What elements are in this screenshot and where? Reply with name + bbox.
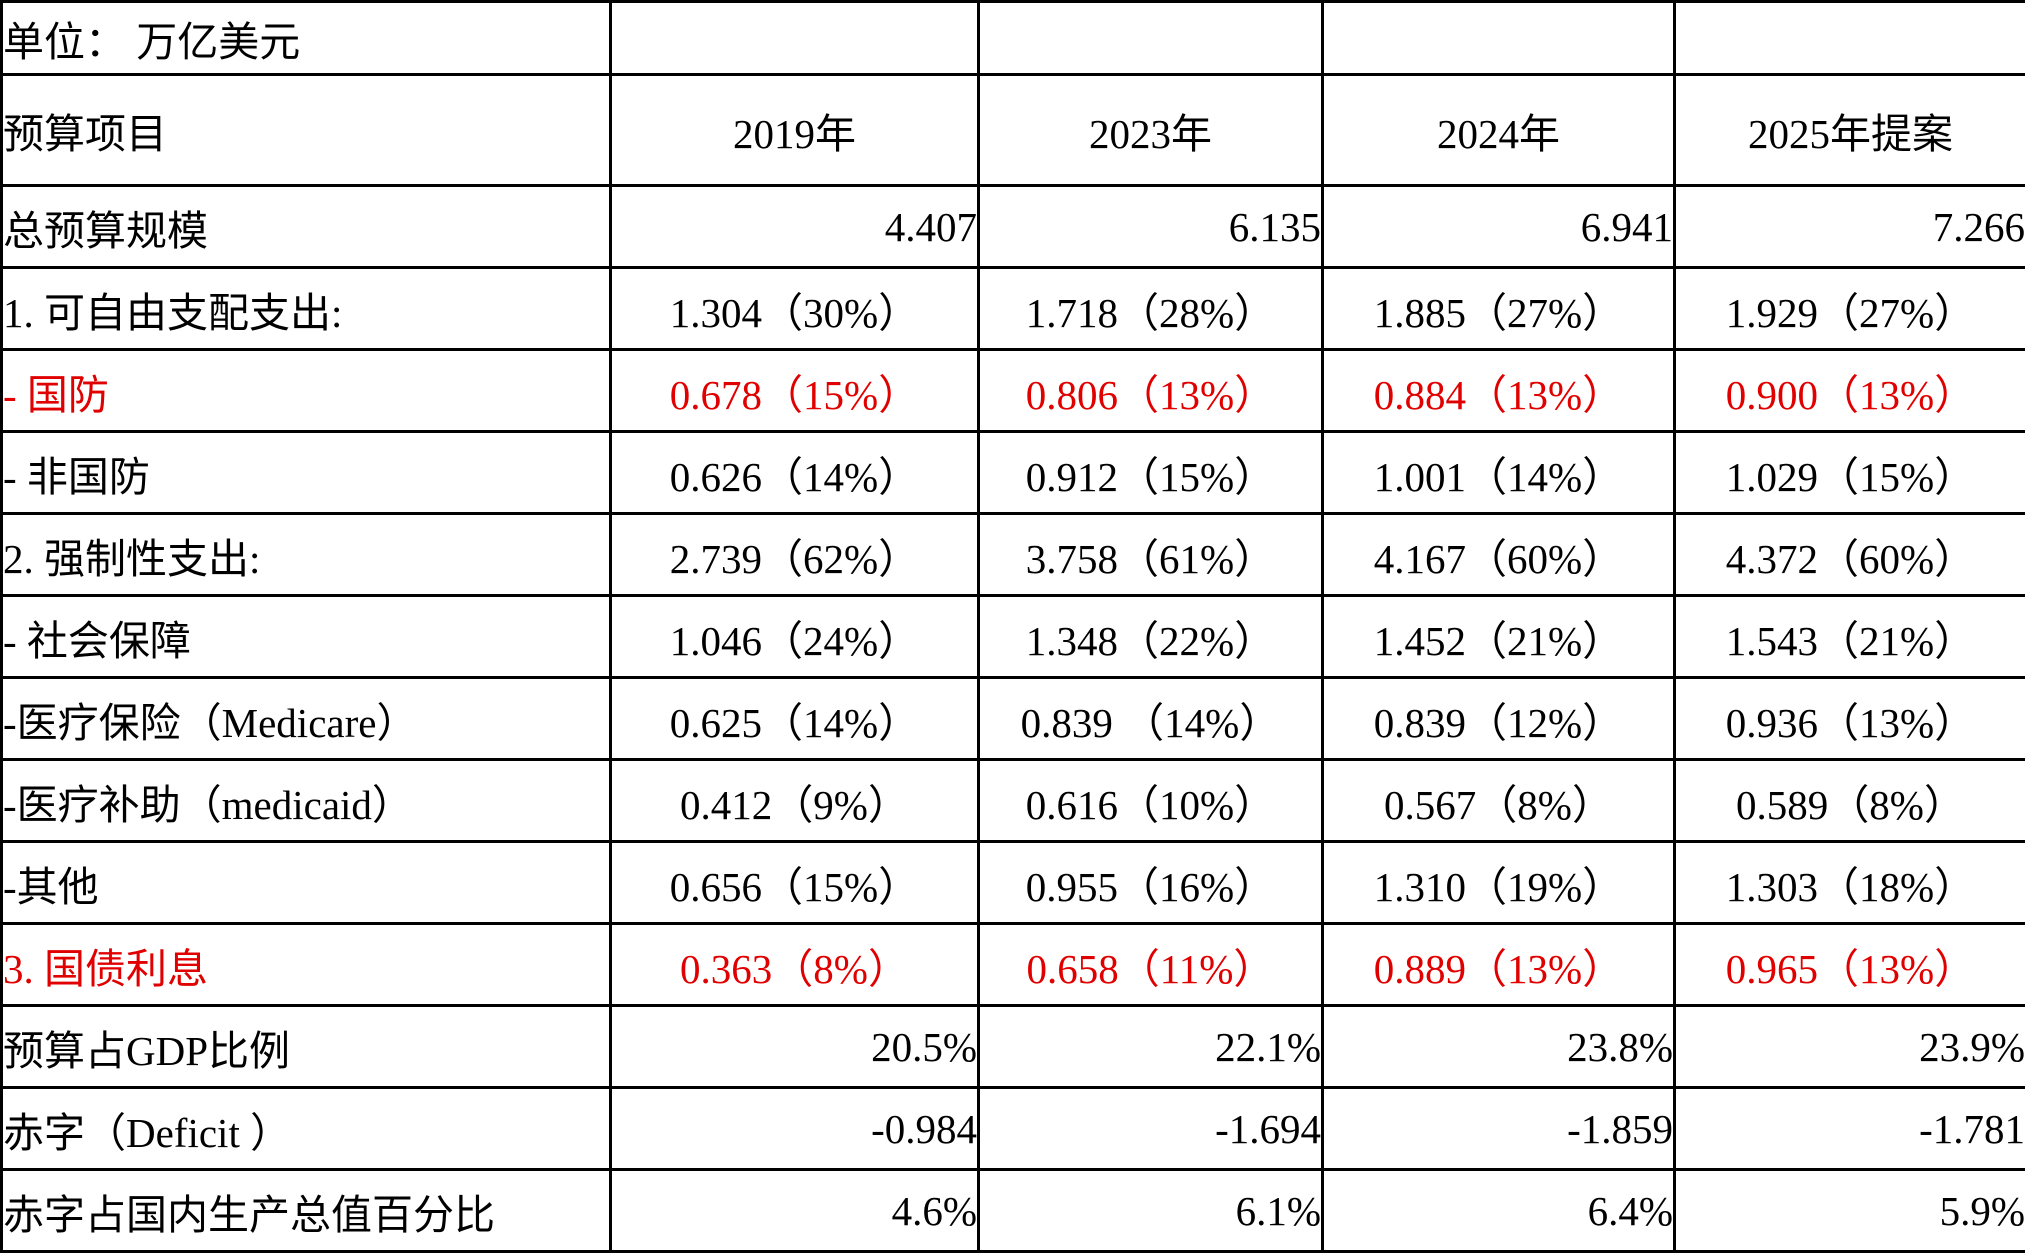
- value-cell: 0.936（13%）: [1675, 678, 2025, 760]
- table-row: 1. 可自由支配支出:1.304（30%）1.718（28%）1.885（27%…: [2, 268, 2025, 350]
- value-cell: 0.589（8%）: [1675, 760, 2025, 842]
- row-label: 赤字（Deficit ）: [2, 1088, 611, 1170]
- row-label: -其他: [2, 842, 611, 924]
- value-cell: 0.839（12%）: [1323, 678, 1675, 760]
- empty-cell: [1323, 2, 1675, 75]
- empty-cell: [979, 2, 1323, 75]
- value-cell: 0.625（14%）: [611, 678, 979, 760]
- value-cell: 1.029（15%）: [1675, 432, 2025, 514]
- value-cell: 1.310（19%）: [1323, 842, 1675, 924]
- value-cell: 1.304（30%）: [611, 268, 979, 350]
- value-cell: 4.407: [611, 186, 979, 268]
- value-cell: 20.5%: [611, 1006, 979, 1088]
- value-cell: -0.984: [611, 1088, 979, 1170]
- row-label: -医疗保险（Medicare）: [2, 678, 611, 760]
- value-cell: 1.885（27%）: [1323, 268, 1675, 350]
- value-cell: 0.965（13%）: [1675, 924, 2025, 1006]
- value-cell: 6.941: [1323, 186, 1675, 268]
- row-label: -医疗补助（medicaid）: [2, 760, 611, 842]
- value-cell: 0.658（11%）: [979, 924, 1323, 1006]
- row-label: 总预算规模: [2, 186, 611, 268]
- column-header-2019: 2019年: [611, 75, 979, 186]
- value-cell: 2.739（62%）: [611, 514, 979, 596]
- column-header-2023: 2023年: [979, 75, 1323, 186]
- header-row: 预算项目 2019年 2023年 2024年 2025年提案: [2, 75, 2025, 186]
- value-cell: 1.001（14%）: [1323, 432, 1675, 514]
- column-header-item: 预算项目: [2, 75, 611, 186]
- value-cell: 4.372（60%）: [1675, 514, 2025, 596]
- empty-cell: [1675, 2, 2025, 75]
- row-label: 1. 可自由支配支出:: [2, 268, 611, 350]
- value-cell: 0.912（15%）: [979, 432, 1323, 514]
- value-cell: 5.9%: [1675, 1170, 2025, 1252]
- table-row: 赤字（Deficit ）-0.984-1.694-1.859-1.781: [2, 1088, 2025, 1170]
- row-label: - 国防: [2, 350, 611, 432]
- row-label: 2. 强制性支出:: [2, 514, 611, 596]
- value-cell: 0.626（14%）: [611, 432, 979, 514]
- value-cell: 1.929（27%）: [1675, 268, 2025, 350]
- value-cell: 1.543（21%）: [1675, 596, 2025, 678]
- value-cell: 6.135: [979, 186, 1323, 268]
- value-cell: 0.889（13%）: [1323, 924, 1675, 1006]
- value-cell: 1.718（28%）: [979, 268, 1323, 350]
- value-cell: 0.363（8%）: [611, 924, 979, 1006]
- value-cell: -1.781: [1675, 1088, 2025, 1170]
- value-cell: -1.694: [979, 1088, 1323, 1170]
- row-label: 赤字占国内生产总值百分比: [2, 1170, 611, 1252]
- value-cell: 7.266: [1675, 186, 2025, 268]
- value-cell: 0.412（9%）: [611, 760, 979, 842]
- value-cell: 0.839 （14%）: [979, 678, 1323, 760]
- value-cell: -1.859: [1323, 1088, 1675, 1170]
- value-cell: 6.1%: [979, 1170, 1323, 1252]
- table-row: -医疗保险（Medicare）0.625（14%）0.839 （14%）0.83…: [2, 678, 2025, 760]
- row-label: - 社会保障: [2, 596, 611, 678]
- row-label: 预算占GDP比例: [2, 1006, 611, 1088]
- value-cell: 0.656（15%）: [611, 842, 979, 924]
- value-cell: 1.452（21%）: [1323, 596, 1675, 678]
- value-cell: 0.567（8%）: [1323, 760, 1675, 842]
- row-label: 3. 国债利息: [2, 924, 611, 1006]
- value-cell: 0.678（15%）: [611, 350, 979, 432]
- value-cell: 23.9%: [1675, 1006, 2025, 1088]
- value-cell: 0.884（13%）: [1323, 350, 1675, 432]
- value-cell: 4.167（60%）: [1323, 514, 1675, 596]
- value-cell: 1.348（22%）: [979, 596, 1323, 678]
- table-row: -医疗补助（medicaid）0.412（9%）0.616（10%）0.567（…: [2, 760, 2025, 842]
- table-row: 2. 强制性支出:2.739（62%）3.758（61%）4.167（60%）4…: [2, 514, 2025, 596]
- row-label: - 非国防: [2, 432, 611, 514]
- value-cell: 23.8%: [1323, 1006, 1675, 1088]
- unit-row: 单位： 万亿美元: [2, 2, 2025, 75]
- value-cell: 0.955（16%）: [979, 842, 1323, 924]
- value-cell: 0.616（10%）: [979, 760, 1323, 842]
- column-header-2024: 2024年: [1323, 75, 1675, 186]
- value-cell: 0.806（13%）: [979, 350, 1323, 432]
- value-cell: 1.046（24%）: [611, 596, 979, 678]
- value-cell: 3.758（61%）: [979, 514, 1323, 596]
- unit-note: 单位： 万亿美元: [2, 2, 611, 75]
- value-cell: 0.900（13%）: [1675, 350, 2025, 432]
- value-cell: 22.1%: [979, 1006, 1323, 1088]
- empty-cell: [611, 2, 979, 75]
- column-header-2025-plan: 2025年提案: [1675, 75, 2025, 186]
- value-cell: 4.6%: [611, 1170, 979, 1252]
- value-cell: 6.4%: [1323, 1170, 1675, 1252]
- value-cell: 1.303（18%）: [1675, 842, 2025, 924]
